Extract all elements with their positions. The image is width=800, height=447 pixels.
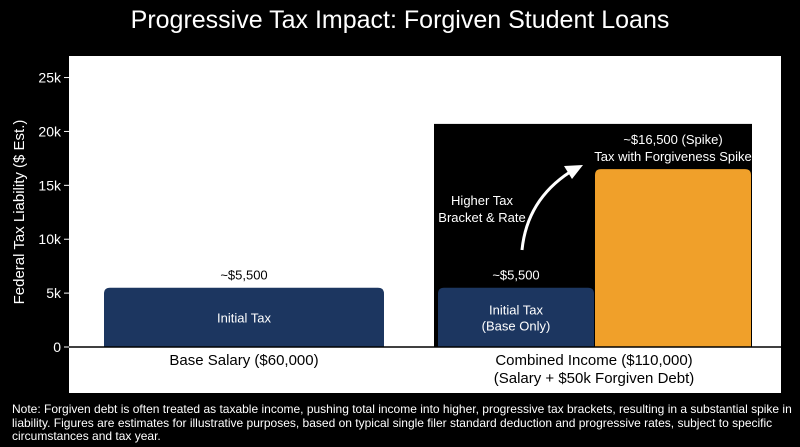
y-tick-label: 20k — [38, 123, 62, 139]
chart-canvas: 0 5k 10k 15k 20k 25k Federal Tax Liability ($… — [11, 56, 781, 393]
x-tick-sublabel: (Salary + $50k Forgiven Debt) — [494, 370, 695, 387]
x-tick-label: Combined Income ($110,000) — [495, 352, 692, 369]
bar-value-label: ~$5,500 — [220, 268, 267, 283]
bar-inner-label: (Base Only) — [482, 318, 551, 333]
bar-0 — [104, 287, 384, 347]
x-tick-label: Base Salary ($60,000) — [169, 352, 318, 369]
y-tick-label: 0 — [53, 339, 61, 355]
y-tick-label: 10k — [38, 231, 62, 247]
chart-title: Progressive Tax Impact: Forgiven Student… — [130, 6, 670, 34]
y-tick-label: 25k — [38, 70, 62, 86]
annotation-arrow — [520, 170, 571, 251]
bar-2 — [595, 169, 751, 347]
bar-inner-label: Initial Tax — [217, 310, 271, 325]
y-axis: 0 5k 10k 15k 20k 25k — [38, 70, 69, 355]
y-tick-label: 15k — [38, 177, 62, 193]
annotation-group: Higher Tax Bracket & Rate — [438, 165, 583, 251]
y-tick-label: 5k — [46, 285, 62, 301]
x-axis: Base Salary ($60,000) Combined Income ($1… — [169, 352, 694, 387]
annotation-arrowhead — [564, 165, 583, 179]
bar-value-label: Tax with Forgiveness Spike — [594, 149, 752, 164]
bar-value-label: ~$16,500 (Spike) — [623, 132, 722, 147]
footnote: Note: Forgiven debt is often treated as … — [12, 402, 792, 443]
annotation-text: Bracket & Rate — [438, 210, 525, 225]
bar-inner-label: Initial Tax — [489, 302, 543, 317]
y-axis-label: Federal Tax Liability ($ Est.) — [11, 120, 28, 305]
bar-value-label: ~$5,500 — [492, 268, 539, 283]
bar-1 — [438, 287, 594, 347]
bars-group — [104, 169, 751, 347]
annotation-text: Higher Tax — [451, 193, 513, 208]
